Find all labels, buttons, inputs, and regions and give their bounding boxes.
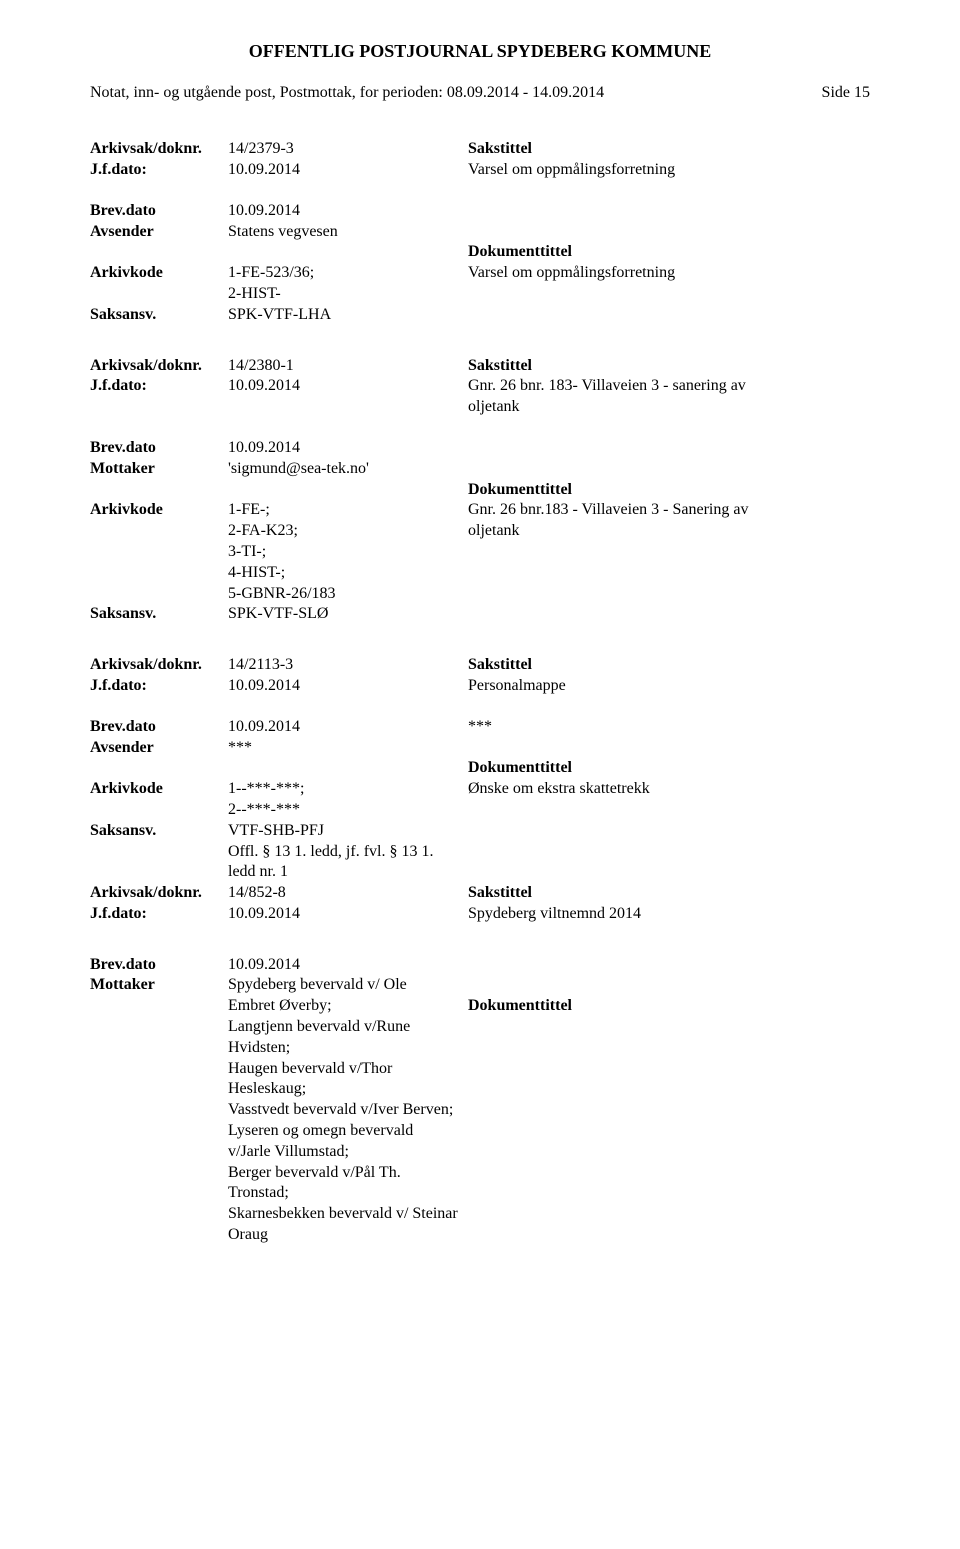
party-value: Vasstvedt bevervald v/Iver Berven; (228, 1100, 468, 1121)
party-value: Tronstad; (228, 1183, 468, 1204)
brevdato-label: Brev.dato (90, 955, 228, 976)
jfdato-label: J.f.dato: (90, 904, 228, 925)
page-number: Side 15 (822, 83, 870, 104)
dokumenttittel-value: Gnr. 26 bnr.183 - Villaveien 3 - Sanerin… (468, 500, 870, 521)
subtitle: Notat, inn- og utgående post, Postmottak… (90, 83, 604, 104)
arkivkode-value: 2--***-*** (228, 800, 468, 821)
sakstittel-label: Sakstittel (468, 655, 870, 676)
party-value: *** (228, 738, 468, 759)
brevdato-value: 10.09.2014 (228, 201, 468, 222)
party-value: Langtjenn bevervald v/Rune (228, 1017, 468, 1038)
saksansv-label: Saksansv. (90, 305, 228, 326)
jfdato-label: J.f.dato: (90, 160, 228, 181)
sakstittel-label: Sakstittel (468, 139, 870, 160)
party-label: Mottaker (90, 459, 228, 480)
saksansv-value: SPK-VTF-SLØ (228, 604, 468, 625)
saksansv-value: SPK-VTF-LHA (228, 305, 468, 326)
party-value: Haugen bevervald v/Thor (228, 1059, 468, 1080)
arkivkode-label: Arkivkode (90, 500, 228, 521)
party-value: Spydeberg bevervald v/ Ole (228, 975, 468, 996)
arkivkode-value: 5-GBNR-26/183 (228, 584, 468, 605)
brevdato-label: Brev.dato (90, 438, 228, 459)
dokumenttittel-label: Dokumenttittel (468, 996, 870, 1017)
party-value: Hesleskaug; (228, 1079, 468, 1100)
arkivsak-label: Arkivsak/doknr. (90, 655, 228, 676)
page-title: OFFENTLIG POSTJOURNAL SPYDEBERG KOMMUNE (90, 40, 870, 63)
dokumenttittel-value: Varsel om oppmålingsforretning (468, 263, 870, 284)
dokumenttittel-value: oljetank (468, 521, 870, 542)
party-label: Avsender (90, 222, 228, 243)
party-value: Skarnesbekken bevervald v/ Steinar (228, 1204, 468, 1225)
arkivkode-value: 3-TI-; (228, 542, 468, 563)
arkivsak-value: 14/2379-3 (228, 139, 468, 160)
arkivkode-value: 2-FA-K23; (228, 521, 468, 542)
arkivkode-label: Arkivkode (90, 263, 228, 284)
party-value: v/Jarle Villumstad; (228, 1142, 468, 1163)
sakstittel-value: Varsel om oppmålingsforretning (468, 160, 870, 181)
extra-line: ledd nr. 1 (228, 862, 468, 883)
party-label: Avsender (90, 738, 228, 759)
jfdato-label: J.f.dato: (90, 376, 228, 397)
brevdato-label: Brev.dato (90, 717, 228, 738)
brevdato-value: 10.09.2014 (228, 955, 468, 976)
brevdato-note: *** (468, 717, 870, 738)
extra-line: Offl. § 13 1. ledd, jf. fvl. § 13 1. (228, 842, 468, 863)
arkivsak-label: Arkivsak/doknr. (90, 139, 228, 160)
dokumenttittel-value: Ønske om ekstra skattetrekk (468, 779, 870, 800)
journal-record: Arkivsak/doknr. 14/2380-1 Sakstittel J.f… (90, 356, 870, 626)
arkivsak-label: Arkivsak/doknr. (90, 356, 228, 377)
party-value: Lyseren og omegn bevervald (228, 1121, 468, 1142)
sakstittel-label: Sakstittel (468, 883, 870, 904)
arkivsak-value: 14/2380-1 (228, 356, 468, 377)
arkivsak-label: Arkivsak/doknr. (90, 883, 228, 904)
saksansv-label: Saksansv. (90, 604, 228, 625)
party-value: Embret Øverby; (228, 996, 468, 1017)
sakstittel-value: Personalmappe (468, 676, 870, 697)
jfdato-label: J.f.dato: (90, 676, 228, 697)
dokumenttittel-label: Dokumenttittel (468, 242, 870, 263)
journal-record: Arkivsak/doknr. 14/2113-3 Sakstittel J.f… (90, 655, 870, 925)
jfdato-value: 10.09.2014 (228, 376, 468, 397)
party-value: Oraug (228, 1225, 468, 1246)
jfdato-value: 10.09.2014 (228, 676, 468, 697)
brevdato-value: 10.09.2014 (228, 717, 468, 738)
arkivsak-value: 14/852-8 (228, 883, 468, 904)
saksansv-value: VTF-SHB-PFJ (228, 821, 468, 842)
journal-record: Arkivsak/doknr. 14/2379-3 Sakstittel J.f… (90, 139, 870, 325)
party-value: Statens vegvesen (228, 222, 468, 243)
party-value: Hvidsten; (228, 1038, 468, 1059)
journal-record: Brev.dato 10.09.2014 Mottaker Spydeberg … (90, 955, 870, 1246)
brevdato-value: 10.09.2014 (228, 438, 468, 459)
saksansv-label: Saksansv. (90, 821, 228, 842)
party-label: Mottaker (90, 975, 228, 996)
dokumenttittel-label: Dokumenttittel (468, 758, 870, 779)
arkivkode-value: 2-HIST- (228, 284, 468, 305)
party-value: 'sigmund@sea-tek.no' (228, 459, 468, 480)
jfdato-value: 10.09.2014 (228, 904, 468, 925)
sakstittel-value: Spydeberg viltnemnd 2014 (468, 904, 870, 925)
sakstittel-value: oljetank (468, 397, 870, 418)
sakstittel-value: Gnr. 26 bnr. 183- Villaveien 3 - sanerin… (468, 376, 870, 397)
arkivkode-label: Arkivkode (90, 779, 228, 800)
arkivsak-value: 14/2113-3 (228, 655, 468, 676)
arkivkode-value: 4-HIST-; (228, 563, 468, 584)
arkivkode-value: 1-FE-523/36; (228, 263, 468, 284)
arkivkode-value: 1--***-***; (228, 779, 468, 800)
party-value: Berger bevervald v/Pål Th. (228, 1163, 468, 1184)
jfdato-value: 10.09.2014 (228, 160, 468, 181)
sakstittel-label: Sakstittel (468, 356, 870, 377)
brevdato-label: Brev.dato (90, 201, 228, 222)
dokumenttittel-label: Dokumenttittel (468, 480, 870, 501)
arkivkode-value: 1-FE-; (228, 500, 468, 521)
